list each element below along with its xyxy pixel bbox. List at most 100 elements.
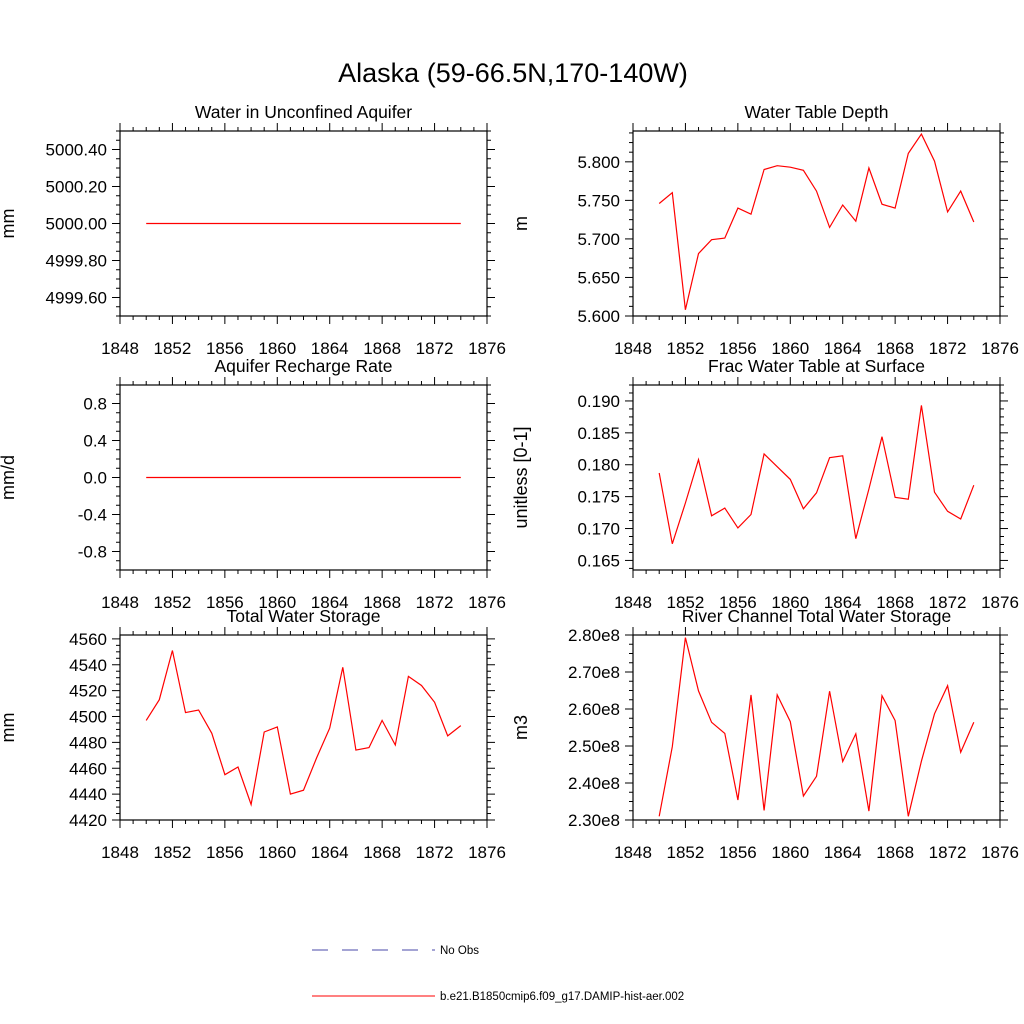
panel-title: River Channel Total Water Storage [682, 606, 951, 626]
panel-title: Frac Water Table at Surface [708, 356, 925, 376]
x-tick-label: 1852 [154, 339, 192, 358]
y-tick-label: 2.40e8 [568, 774, 620, 793]
series-line [658, 637, 975, 817]
y-tick-label: 4999.60 [46, 289, 107, 308]
x-tick-label: 1856 [719, 339, 757, 358]
panels-group: Water in Unconfined Aquifer mm 1848 1852 185… [0, 102, 1019, 862]
x-tick-label: 1860 [258, 593, 296, 612]
y-axis-label: unitless [0-1] [511, 426, 531, 528]
x-tick-label: 1864 [311, 339, 349, 358]
y-tick-label: 4540 [69, 656, 107, 675]
x-tick-label: 1868 [876, 593, 914, 612]
y-tick-label: -0.4 [78, 506, 107, 525]
x-tick-label: 1876 [468, 843, 506, 862]
x-tick-label: 1872 [416, 593, 454, 612]
panel-title: Water in Unconfined Aquifer [195, 102, 412, 122]
y-tick-label: 0.180 [577, 456, 620, 475]
y-tick-label: 5.750 [577, 191, 620, 210]
panel-title: Water Table Depth [745, 102, 889, 122]
series-line [658, 132, 975, 310]
plot-frame [632, 634, 1001, 821]
y-tick-label: -0.8 [78, 543, 107, 562]
y-tick-label: 0.8 [83, 395, 107, 414]
panel-title: Aquifer Recharge Rate [214, 356, 392, 376]
legend: No Obs b.e21.B1850cmip6.f09_g17.DAMIP-his… [312, 945, 684, 1003]
panel-4: Frac Water Table at Surface unitless [0-1… [511, 356, 1019, 612]
x-tick-label: 1868 [363, 593, 401, 612]
x-tick-label: 1860 [258, 339, 296, 358]
x-tick-label: 1864 [824, 339, 862, 358]
y-tick-label: 0.165 [577, 551, 620, 570]
y-tick-label: 4480 [69, 733, 107, 752]
x-tick-label: 1848 [614, 843, 652, 862]
y-tick-label: 4460 [69, 759, 107, 778]
y-tick-label: 5.700 [577, 230, 620, 249]
figure-title: Alaska (59-66.5N,170-140W) [338, 58, 688, 88]
y-tick-label: 2.80e8 [568, 626, 620, 645]
y-axis-label: mm [0, 209, 18, 239]
y-tick-label: 4420 [69, 811, 107, 830]
x-tick-label: 1868 [363, 843, 401, 862]
y-tick-label: 0.190 [577, 392, 620, 411]
y-tick-label: 5000.20 [46, 178, 107, 197]
plot-frame [632, 130, 1001, 317]
x-tick-label: 1872 [929, 593, 967, 612]
x-tick-label: 1864 [311, 843, 349, 862]
y-axis-label: m3 [511, 715, 531, 740]
x-tick-label: 1852 [667, 593, 705, 612]
y-tick-label: 4520 [69, 682, 107, 701]
y-axis-label: m [511, 216, 531, 231]
panel-title: Total Water Storage [226, 606, 380, 626]
series-line [658, 405, 975, 544]
x-tick-label: 1856 [206, 843, 244, 862]
y-tick-label: 2.30e8 [568, 811, 620, 830]
x-tick-label: 1848 [614, 339, 652, 358]
x-tick-label: 1856 [719, 843, 757, 862]
panel-5: Total Water Storage mm 1848 1852 1856 1860 186… [0, 606, 506, 862]
plot-frame [632, 384, 1001, 571]
y-tick-label: 0.0 [83, 469, 107, 488]
x-tick-label: 1860 [258, 843, 296, 862]
x-tick-label: 1852 [154, 843, 192, 862]
y-tick-label: 5000.40 [46, 141, 107, 160]
x-tick-label: 1848 [101, 593, 139, 612]
y-tick-label: 4999.80 [46, 252, 107, 271]
y-tick-label: 0.4 [83, 432, 107, 451]
x-tick-label: 1856 [206, 339, 244, 358]
y-tick-label: 5.650 [577, 268, 620, 287]
x-tick-label: 1876 [981, 593, 1019, 612]
panel-2: Water Table Depth m 1848 1852 1856 1860 1864 18… [511, 102, 1019, 358]
panel-6: River Channel Total Water Storage m3 1848 1… [511, 606, 1019, 862]
x-tick-label: 1848 [101, 843, 139, 862]
y-tick-label: 4500 [69, 708, 107, 727]
x-tick-label: 1864 [824, 593, 862, 612]
x-tick-label: 1872 [416, 339, 454, 358]
y-tick-label: 5.800 [577, 153, 620, 172]
x-tick-label: 1864 [824, 843, 862, 862]
y-tick-label: 2.60e8 [568, 700, 620, 719]
x-tick-label: 1856 [206, 593, 244, 612]
x-tick-label: 1872 [416, 843, 454, 862]
y-tick-label: 2.70e8 [568, 663, 620, 682]
x-tick-label: 1864 [311, 593, 349, 612]
y-tick-label: 5000.00 [46, 215, 107, 234]
x-tick-label: 1852 [154, 593, 192, 612]
x-tick-label: 1856 [719, 593, 757, 612]
panel-3: Aquifer Recharge Rate mm/d 1848 1852 1856 186… [0, 356, 506, 612]
y-tick-label: 0.175 [577, 488, 620, 507]
y-tick-label: 4560 [69, 630, 107, 649]
x-tick-label: 1876 [468, 593, 506, 612]
x-tick-label: 1872 [929, 339, 967, 358]
legend-label-1: No Obs [440, 945, 479, 957]
y-tick-label: 0.170 [577, 520, 620, 539]
x-tick-label: 1868 [363, 339, 401, 358]
x-tick-label: 1868 [876, 339, 914, 358]
panel-1: Water in Unconfined Aquifer mm 1848 1852 185… [0, 102, 506, 358]
y-tick-label: 4440 [69, 785, 107, 804]
y-tick-label: 2.50e8 [568, 737, 620, 756]
x-tick-label: 1848 [101, 339, 139, 358]
x-tick-label: 1852 [667, 843, 705, 862]
x-tick-label: 1860 [771, 593, 809, 612]
x-tick-label: 1876 [468, 339, 506, 358]
